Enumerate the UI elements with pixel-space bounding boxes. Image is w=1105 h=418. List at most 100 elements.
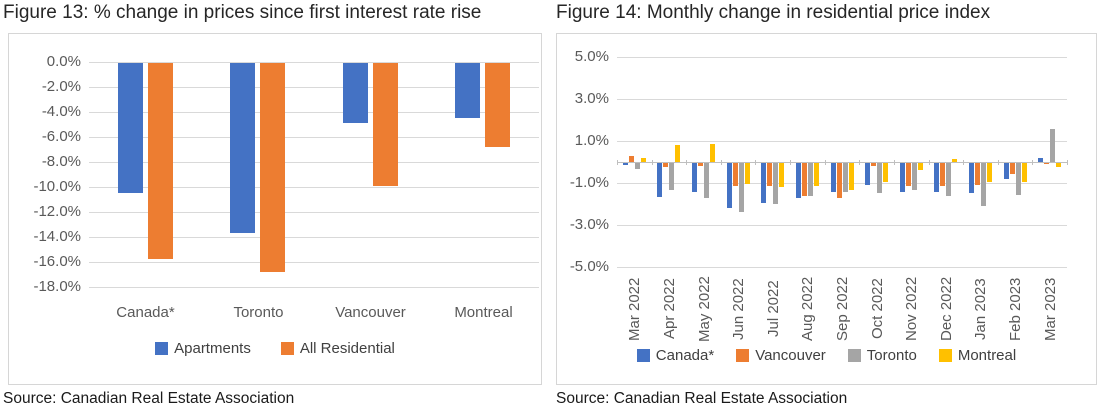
bar-canada-may-2022: [692, 163, 697, 192]
y-axis-label-4-0: -4.0%: [41, 103, 81, 120]
bar-montreal-sep-2022: [849, 163, 854, 190]
bar-toronto-feb-2023: [1016, 163, 1021, 195]
bar-canada-aug-2022: [796, 163, 801, 198]
bar-vancouver-jul-2022: [767, 163, 772, 186]
gridline-4-0: [89, 112, 539, 113]
x-axis-label-oct-2022: Oct 2022: [869, 278, 886, 340]
bar-toronto-jan-2023: [981, 163, 986, 206]
gridline-5-0: [617, 57, 1067, 58]
figure14-panel: Figure 14: Monthly change in residential…: [553, 0, 1105, 418]
x-axis-tick: [686, 160, 687, 165]
x-axis-label-dec-2022: Dec 2022: [938, 276, 955, 342]
figure14-chart-area: 5.0% 3.0% 1.0% -1.0% -3.0% -5.0% Mar 2022 Apr 2…: [556, 33, 1097, 385]
legend-swatch-montreal-icon: [938, 349, 952, 362]
gridline-0-0: [89, 62, 539, 63]
y-axis-label-1-0: 1.0%: [574, 132, 609, 149]
bar-canada-feb-2023: [1004, 163, 1009, 179]
bar-toronto-nov-2022: [912, 163, 917, 190]
bar-montreal-aug-2022: [814, 163, 819, 186]
bar-vancouver-jan-2023: [975, 163, 980, 185]
bar-canada-sep-2022: [831, 163, 836, 192]
y-axis-label-14-0: -14.0%: [33, 228, 81, 245]
bar-montreal-mar-2022: [641, 158, 646, 162]
y-axis-label-3-0: 3.0%: [574, 90, 609, 107]
bar-vancouver-may-2022: [698, 163, 703, 166]
x-axis-label-jun-2022: Jun 2022: [730, 278, 747, 340]
legend-label-apartments: Apartments: [174, 340, 251, 357]
legend-label-vancouver: Vancouver: [755, 347, 826, 364]
x-axis-label-jan-2023: Jan 2023: [972, 278, 989, 340]
legend-swatch-all-residential-icon: [280, 342, 294, 355]
bar-toronto-jul-2022: [773, 163, 778, 204]
gridline-14-0: [89, 237, 539, 238]
figure13-panel: Figure 13: % change in prices since firs…: [0, 0, 548, 418]
bar-all-residential-montreal: [485, 63, 510, 147]
y-axis-label-18-0: -18.0%: [33, 278, 81, 295]
y-axis-label-16-0: -16.0%: [33, 253, 81, 270]
legend-swatch-toronto-icon: [847, 349, 861, 362]
legend-item-all-residential: All Residential: [280, 340, 395, 357]
bar-apartments-montreal: [455, 63, 480, 118]
x-axis-label-montreal: Montreal: [454, 304, 513, 321]
bar-toronto-may-2022: [704, 163, 709, 198]
bar-montreal-jan-2023: [987, 163, 992, 182]
bar-montreal-may-2022: [710, 144, 715, 162]
x-axis-tick: [929, 160, 930, 165]
bar-canada-mar-2023: [1038, 158, 1043, 162]
legend-label-montreal: Montreal: [957, 347, 1017, 364]
bar-canada-nov-2022: [900, 163, 905, 192]
x-axis-label-vancouver: Vancouver: [335, 304, 406, 321]
figure13-chart-area: 0.0% -2.0% -4.0% -6.0% -8.0% -10.0% -12.0% -14.…: [8, 33, 542, 385]
gridline-6-0: [89, 137, 539, 138]
y-axis-label-6-0: -6.0%: [41, 128, 81, 145]
bar-apartments-toronto: [230, 63, 255, 233]
x-axis-tick: [1067, 160, 1068, 165]
legend: Canada* Vancouver Toronto Montreal: [557, 347, 1096, 364]
bar-toronto-oct-2022: [877, 163, 882, 193]
bar-toronto-dec-2022: [946, 163, 951, 196]
x-axis-tick: [755, 160, 756, 165]
legend-swatch-apartments-icon: [155, 342, 169, 355]
bar-toronto-mar-2023: [1050, 129, 1055, 162]
y-axis-label-12-0: -12.0%: [33, 203, 81, 220]
bar-vancouver-aug-2022: [802, 163, 807, 196]
y-axis-label-10-0: -10.0%: [33, 178, 81, 195]
legend-item-toronto: Toronto: [847, 347, 917, 364]
x-axis-tick: [652, 160, 653, 165]
gridline-2-0: [89, 87, 539, 88]
bar-canada-apr-2022: [657, 163, 662, 197]
x-axis-label-mar-2023: Mar 2023: [1042, 277, 1059, 341]
figure14-source: Source: Canadian Real Estate Association: [556, 390, 848, 407]
y-axis-label-3-0: -3.0%: [569, 216, 609, 233]
y-axis-label-1-0: -1.0%: [569, 174, 609, 191]
y-axis-label-5-0: 5.0%: [574, 48, 609, 65]
bar-montreal-jul-2022: [779, 163, 784, 187]
x-axis-tick: [963, 160, 964, 165]
bar-vancouver-dec-2022: [940, 163, 945, 186]
legend-item-montreal: Montreal: [938, 347, 1017, 364]
bar-montreal-feb-2023: [1022, 163, 1027, 182]
y-axis-label-8-0: -8.0%: [41, 153, 81, 170]
legend-swatch-canada-icon: [636, 349, 650, 362]
x-axis-tick: [1032, 160, 1033, 165]
x-axis-label-canada: Canada*: [116, 304, 175, 321]
figure14-title: Figure 14: Monthly change in residential…: [556, 2, 991, 23]
x-axis-label-mar-2022: Mar 2022: [626, 277, 643, 341]
bar-vancouver-mar-2022: [629, 156, 634, 162]
bar-montreal-apr-2022: [675, 145, 680, 162]
figure13-source: Source: Canadian Real Estate Association: [3, 390, 295, 407]
gridline-1-0: [617, 183, 1067, 184]
bar-montreal-mar-2023: [1056, 163, 1061, 167]
x-axis-tick: [721, 160, 722, 165]
x-axis-tick: [859, 160, 860, 165]
bar-montreal-dec-2022: [952, 159, 957, 162]
bar-canada-jul-2022: [761, 163, 766, 203]
gridline-12-0: [89, 212, 539, 213]
gridline-3-0: [617, 225, 1067, 226]
legend: Apartments All Residential: [9, 340, 541, 357]
gridline-8-0: [89, 162, 539, 163]
gridline-10-0: [89, 187, 539, 188]
bar-canada-jan-2023: [969, 163, 974, 193]
bar-all-residential-toronto: [260, 63, 285, 272]
